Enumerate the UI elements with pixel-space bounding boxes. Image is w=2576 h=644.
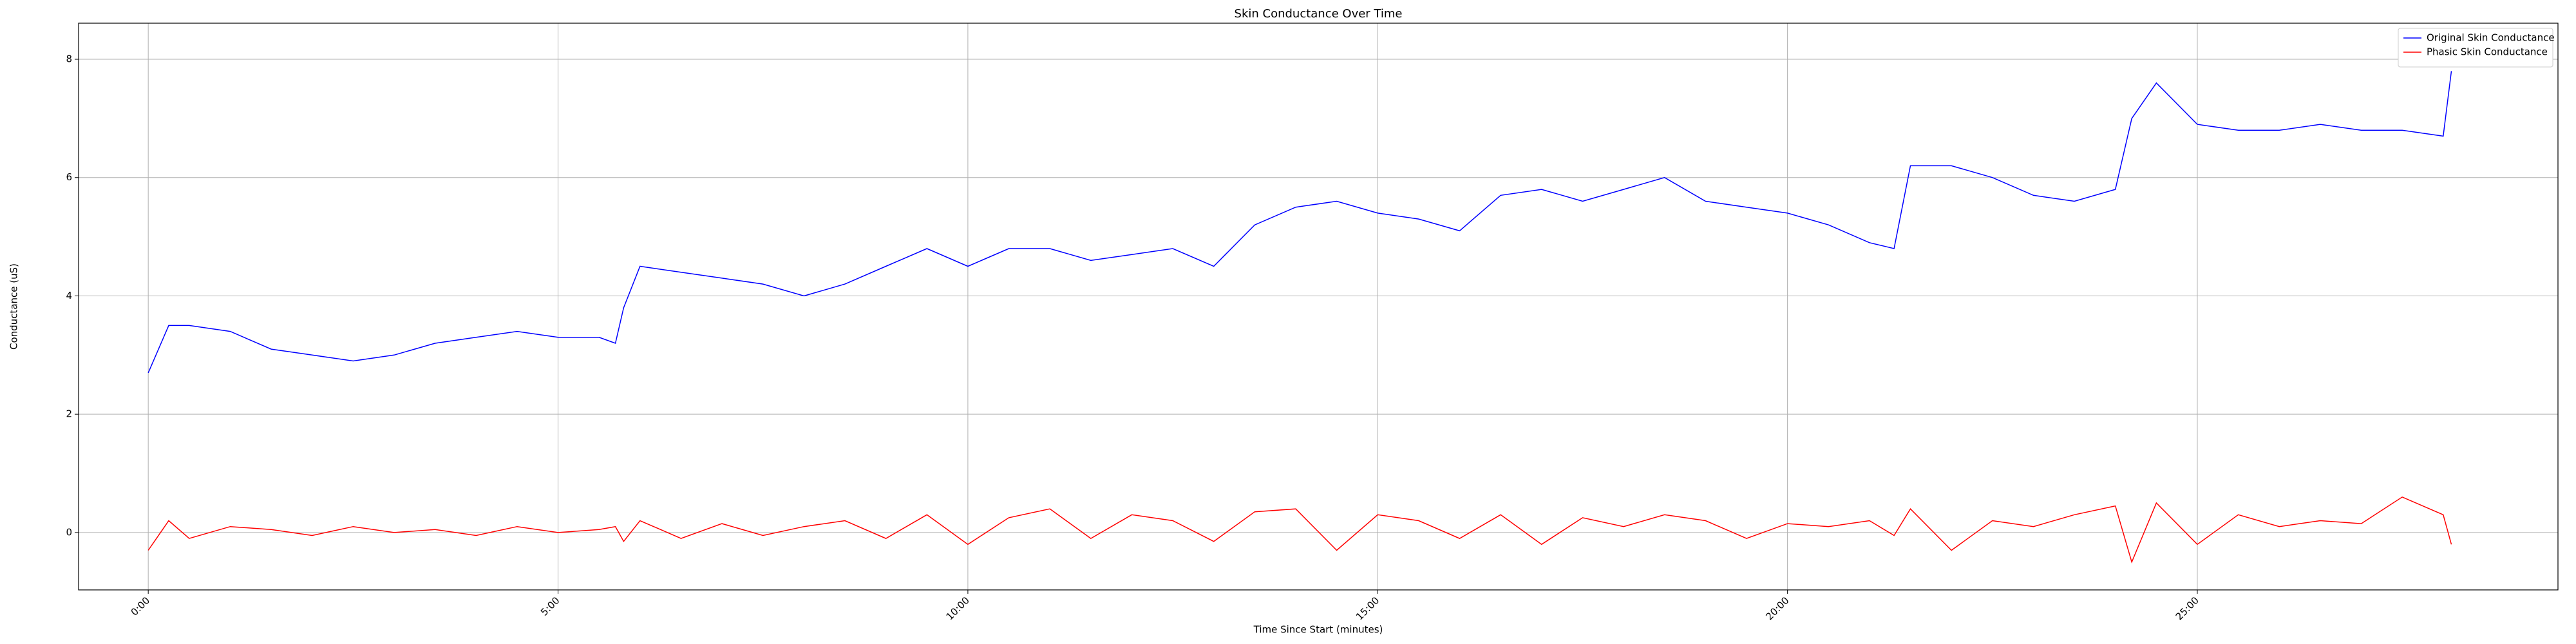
x-tick-label: 10:00	[944, 594, 972, 622]
series-line	[147, 496, 2452, 564]
plot-frame	[78, 23, 2559, 591]
x-tick-label: 15:00	[1354, 594, 1381, 622]
x-tick-label: 0:00	[129, 594, 153, 618]
legend-label: Phasic Skin Conductance	[2427, 46, 2548, 58]
x-tick-label: 25:00	[2174, 594, 2201, 622]
y-tick-label: 0	[66, 526, 72, 538]
y-tick-label: 8	[66, 53, 72, 65]
y-axis-label: Conductance (uS)	[8, 263, 20, 350]
y-tick-label: 2	[66, 408, 72, 420]
series-line	[147, 71, 2452, 374]
chart-title: Skin Conductance Over Time	[1235, 7, 1403, 21]
legend-label: Original Skin Conductance	[2427, 32, 2555, 44]
y-tick-label: 6	[66, 171, 72, 183]
y-tick-label: 4	[66, 290, 72, 301]
x-axis-label: Time Since Start (minutes)	[1253, 624, 1383, 636]
x-tick-label: 5:00	[538, 594, 562, 618]
x-tick-label: 20:00	[1763, 594, 1791, 622]
legend-box	[2398, 28, 2553, 68]
